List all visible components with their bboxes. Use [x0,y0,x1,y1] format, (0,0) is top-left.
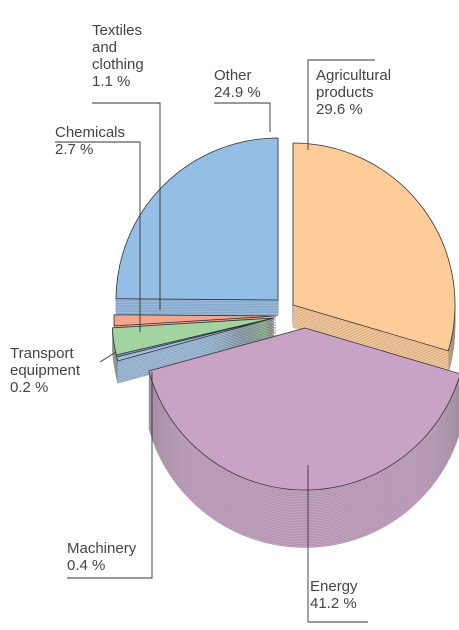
slice-label: Agricultural products 29.6 % [316,67,426,118]
value-label: 0.2 % [10,379,49,396]
value-label: 0.4 % [67,557,106,574]
category-name: Other [214,67,252,84]
value-label: 1.1 % [92,73,131,90]
slice-depth-layer [116,324,275,368]
slice [113,314,277,327]
category-name: Machinery [67,540,137,557]
slice [292,142,456,352]
leader-line [214,102,271,132]
slice-depth-layer [116,330,275,374]
category-name: Agricultural products [316,67,392,101]
slice-depth-layer [116,327,275,371]
slice-label: Machinery 0.4 % [67,540,167,574]
category-name: Energy [310,578,358,595]
slices [111,137,459,548]
leader-lines [55,59,375,623]
value-label: 41.2 % [310,595,357,612]
category-name: Transport equipment [10,345,81,379]
value-label: 2.7 % [55,141,94,158]
value-label: 24.9 % [214,84,261,101]
slice-label: Chemicals 2.7 % [55,124,155,158]
slice [116,317,275,362]
slice-depth-layer [116,332,275,376]
slice-label: Energy 41.2 % [310,578,390,612]
slice-depth-layer [116,333,275,378]
slice-depth-layer [116,322,275,366]
leader-line [92,102,161,310]
leader-line [307,59,375,150]
leader-line [307,465,368,623]
category-name: Chemicals [55,124,126,141]
slice [148,327,459,491]
slice-label: Transport equipment 0.2 % [10,345,110,396]
slice [115,137,279,301]
slice-depth-layer [116,321,275,365]
leader-line [67,372,153,579]
leader-line [99,351,117,363]
slice-label: Textiles and clothing 1.1 % [92,22,154,90]
leader-line [55,141,141,332]
category-name: Textiles and clothing [92,22,144,73]
slice-depth-layer [116,325,275,370]
value-label: 29.6 % [316,101,363,118]
slice-depth-layer [116,335,275,379]
slice-label: Other 24.9 % [214,67,294,101]
slice-depth-layer [116,329,275,373]
